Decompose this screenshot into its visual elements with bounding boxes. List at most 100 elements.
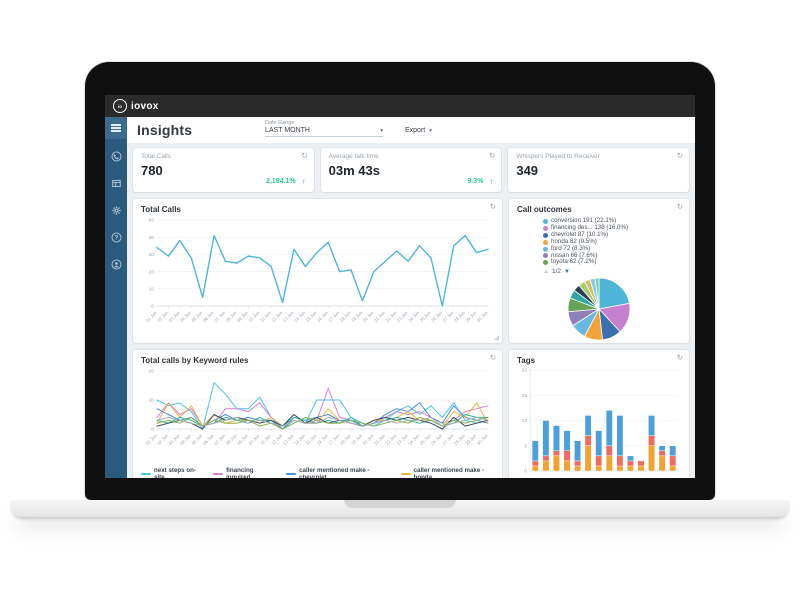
sidebar-item-help[interactable]: ? — [105, 227, 127, 247]
svg-text:11 Jun: 11 Jun — [259, 310, 272, 323]
kpi-delta: 9.3% — [467, 178, 484, 185]
legend-line-icon — [286, 473, 297, 475]
svg-text:20: 20 — [522, 368, 528, 374]
keyword-legend: next steps on-site financing inquired call… — [141, 467, 494, 478]
keyword-legend-item[interactable]: financing inquired — [213, 467, 273, 478]
svg-text:30 Jun: 30 Jun — [476, 433, 489, 446]
panel-title: Total calls by Keyword rules — [141, 356, 249, 365]
keyword-legend-item[interactable]: caller mentioned make - chevrolet — [286, 467, 388, 478]
table-icon — [111, 179, 121, 187]
svg-text:?: ? — [114, 235, 118, 241]
svg-text:5: 5 — [524, 443, 527, 449]
legend-dot-icon — [543, 260, 548, 266]
svg-text:05 Jun: 05 Jun — [191, 310, 204, 323]
svg-text:18 Jun: 18 Jun — [339, 310, 352, 323]
svg-text:20 Jun: 20 Jun — [362, 433, 375, 446]
legend-line-icon — [213, 473, 224, 475]
kpi-whispers-played: ↻ Whispers Played to Receiver 349 — [508, 148, 690, 192]
page-up-icon[interactable]: ▲ — [543, 268, 549, 275]
legend-label: financing des... 138 (16.0%) — [551, 223, 629, 231]
svg-text:01 Jun: 01 Jun — [145, 433, 158, 446]
keyword-legend-item[interactable]: next steps on-site — [141, 467, 200, 478]
legend-label: toyota 62 (7.2%) — [551, 258, 597, 266]
svg-text:15 Jun: 15 Jun — [305, 433, 318, 446]
date-range-select[interactable]: Date Range LAST MONTH ▾ — [265, 120, 383, 137]
svg-text:22 Jun: 22 Jun — [385, 433, 398, 446]
pie-legend-item[interactable]: honda 82 (9.5%) — [543, 238, 681, 246]
kpi-total-calls: ↻ Total Calls 780 2,194.1% ↑ — [133, 148, 314, 192]
refresh-icon[interactable]: ↻ — [301, 151, 308, 160]
pie-legend-item[interactable]: ford 72 (8.3%) — [543, 245, 681, 253]
svg-text:24 Jun: 24 Jun — [407, 310, 420, 323]
svg-text:08 Jun: 08 Jun — [225, 433, 238, 446]
svg-text:21 Jun: 21 Jun — [373, 310, 386, 323]
refresh-icon[interactable]: ↻ — [489, 151, 496, 160]
refresh-icon[interactable]: ↻ — [676, 202, 683, 211]
svg-text:21 Jun: 21 Jun — [373, 433, 386, 446]
sidebar-item-calls[interactable] — [105, 146, 127, 166]
legend-label: caller mentioned make - honda — [413, 467, 485, 478]
laptop-base-notch — [344, 500, 456, 508]
svg-text:15 Jun: 15 Jun — [305, 310, 318, 323]
trend-up-icon: ↑ — [301, 177, 306, 186]
user-icon — [111, 259, 121, 269]
pie-legend-pagination: ▲ 1/2 ▼ — [543, 268, 681, 275]
svg-text:14 Jun: 14 Jun — [293, 433, 306, 446]
refresh-icon[interactable]: ↻ — [489, 202, 496, 211]
page-down-icon[interactable]: ▼ — [564, 268, 570, 275]
svg-text:09 Jun: 09 Jun — [236, 310, 249, 323]
svg-text:0: 0 — [151, 427, 154, 433]
svg-text:17 Jun: 17 Jun — [327, 310, 340, 323]
pie-legend-item[interactable]: chevrolet 87 (10.1%) — [543, 231, 681, 239]
app-topbar: io iovox — [105, 95, 695, 117]
keyword-legend-item[interactable]: caller mentioned make - honda — [400, 467, 494, 478]
sidebar-item-account[interactable] — [105, 254, 127, 274]
svg-text:03 Jun: 03 Jun — [168, 310, 181, 323]
panel-title: Tags — [517, 356, 536, 365]
svg-text:16 Jun: 16 Jun — [316, 433, 329, 446]
panel-keyword-rules-chart: ↻ Total calls by Keyword rules 0 10 20 01 J… — [133, 350, 502, 478]
svg-text:40: 40 — [149, 235, 155, 241]
svg-text:05 Jun: 05 Jun — [191, 433, 204, 446]
svg-text:01 Jun: 01 Jun — [145, 310, 158, 323]
trend-up-icon: ↑ — [489, 177, 494, 186]
svg-text:50: 50 — [149, 218, 155, 224]
refresh-icon[interactable]: ↻ — [489, 353, 496, 362]
laptop-screen-bezel: io iovox — [85, 62, 715, 500]
gear-icon — [111, 205, 121, 215]
svg-text:29 Jun: 29 Jun — [464, 310, 477, 323]
resize-handle-icon[interactable] — [494, 335, 499, 340]
legend-label: caller mentioned make - chevrolet — [299, 467, 370, 478]
legend-dot-icon — [543, 225, 548, 231]
sidebar-item-reports[interactable] — [105, 173, 127, 193]
svg-text:06 Jun: 06 Jun — [202, 310, 215, 323]
tags-bar-chart: 0 5 10 15 20 — [522, 368, 678, 475]
svg-text:26 Jun: 26 Jun — [430, 433, 443, 446]
date-range-label: Date Range — [265, 120, 295, 126]
svg-text:25 Jun: 25 Jun — [419, 310, 432, 323]
pie-legend-item[interactable]: nissan 66 (7.6%) — [543, 252, 681, 260]
svg-text:11 Jun: 11 Jun — [259, 433, 272, 446]
pie-legend-item[interactable]: toyota 62 (7.2%) — [543, 259, 681, 266]
export-button[interactable]: Export ▾ — [405, 127, 432, 134]
kpi-value: 03m 43s — [328, 163, 380, 178]
svg-text:20: 20 — [149, 269, 155, 275]
legend-dot-icon — [543, 246, 548, 252]
sidebar-item-settings[interactable] — [105, 200, 127, 220]
refresh-icon[interactable]: ↻ — [676, 353, 683, 362]
legend-line-icon — [141, 473, 151, 475]
svg-text:13 Jun: 13 Jun — [282, 433, 295, 446]
svg-text:06 Jun: 06 Jun — [202, 433, 215, 446]
chevron-down-icon: ▾ — [380, 127, 383, 134]
kpi-label: Total Calls — [141, 153, 171, 160]
kpi-average-talk-time: ↻ Average talk time 03m 43s 9.3% ↑ — [320, 148, 502, 192]
svg-text:12 Jun: 12 Jun — [270, 433, 283, 446]
sidebar-item-menu[interactable] — [105, 117, 127, 139]
pie-legend-item[interactable]: conversion 191 (22.1%) — [543, 217, 681, 225]
page-indicator: 1/2 — [551, 268, 561, 276]
pie-legend-item[interactable]: financing des... 138 (16.0%) — [543, 223, 681, 232]
date-range-value: LAST MONTH — [265, 127, 310, 134]
refresh-icon[interactable]: ↻ — [676, 151, 684, 160]
svg-text:28 Jun: 28 Jun — [453, 433, 466, 446]
